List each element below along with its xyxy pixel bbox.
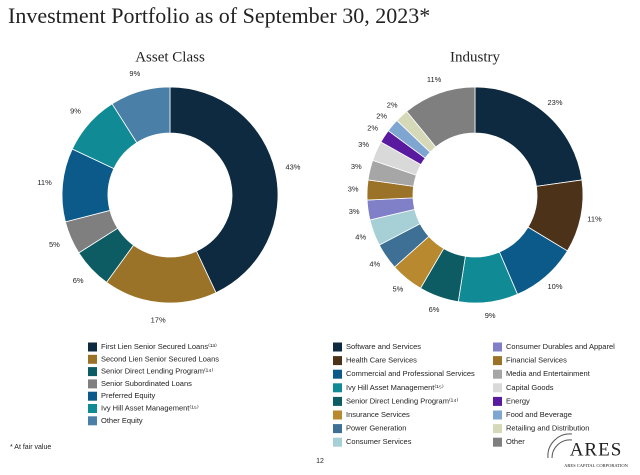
- data-label: 3%: [358, 140, 369, 149]
- legend-label: Senior Direct Lending Program⁽¹⁴⁾: [101, 367, 214, 376]
- data-label: 11%: [587, 214, 602, 223]
- data-label: 5%: [49, 240, 60, 249]
- legend-label: Ivy Hill Asset Management⁽¹⁵⁾: [346, 383, 444, 392]
- legend-label: Consumer Services: [346, 437, 412, 446]
- legend-swatch: [493, 437, 502, 447]
- data-label: 6%: [73, 276, 84, 285]
- data-label: 9%: [70, 107, 81, 116]
- data-label: 6%: [429, 305, 440, 314]
- donut-segment: [406, 86, 476, 148]
- legend-swatch: [88, 354, 97, 364]
- legend-swatch: [493, 383, 502, 393]
- legend-label: Preferred Equity: [101, 391, 155, 400]
- legend-swatch: [333, 410, 342, 420]
- donut-segment: [474, 86, 583, 187]
- legend-swatch: [333, 383, 342, 393]
- legend-label: Second Lien Senior Secured Loans: [101, 354, 219, 363]
- legend-label: Consumer Durables and Apparel: [506, 342, 615, 351]
- data-label: 9%: [485, 311, 496, 320]
- legend-swatch: [493, 342, 502, 352]
- legend-label: Insurance Services: [346, 410, 410, 419]
- legend-label: Financial Services: [506, 356, 567, 365]
- page-number: 12: [316, 458, 324, 465]
- legend-swatch: [88, 342, 97, 352]
- legend-label: Other: [506, 437, 525, 446]
- legend-swatch: [493, 424, 502, 434]
- legend-swatch: [333, 424, 342, 434]
- data-label: 2%: [376, 111, 387, 120]
- legend-swatch: [333, 396, 342, 406]
- chart-title: Industry: [450, 49, 500, 65]
- legend-label: Other Equity: [101, 416, 143, 425]
- legend-label: Senior Subordinated Loans: [101, 379, 192, 388]
- legend-label: Media and Entertainment: [506, 369, 591, 378]
- legend-swatch: [493, 410, 502, 420]
- data-label: 43%: [285, 162, 300, 171]
- logo-arc: [551, 439, 573, 459]
- data-label: 3%: [348, 184, 359, 193]
- data-label: 17%: [151, 315, 166, 324]
- legend-label: Capital Goods: [506, 383, 554, 392]
- data-label: 4%: [355, 233, 366, 242]
- legend-label: Retailing and Distribution: [506, 424, 589, 433]
- legend-label: First Lien Senior Secured Loans⁽¹³⁾: [101, 342, 217, 351]
- donut-segment: [169, 86, 279, 294]
- legend-swatch: [88, 379, 97, 389]
- legend-swatch: [88, 404, 97, 413]
- legend-label: Power Generation: [346, 424, 406, 433]
- legend-swatch: [493, 356, 502, 366]
- data-label: 2%: [387, 100, 398, 109]
- legend-label: Senior Direct Lending Program⁽¹⁴⁾: [346, 396, 459, 405]
- data-label: 11%: [427, 75, 442, 84]
- donut-segment: [111, 86, 171, 144]
- logo-tagline: ARES CAPITAL CORPORATION: [564, 463, 628, 468]
- legend-swatch: [493, 396, 502, 406]
- legend-swatch: [88, 416, 97, 426]
- legend-swatch: [333, 356, 342, 366]
- data-label: 23%: [548, 98, 563, 107]
- slide-title: Investment Portfolio as of September 30,…: [8, 3, 430, 28]
- logo-arc: [547, 433, 573, 459]
- footnote: * At fair value: [10, 444, 51, 451]
- legend-label: Ivy Hill Asset Management⁽¹⁵⁾: [101, 403, 199, 412]
- legend-label: Food and Beverage: [506, 410, 572, 419]
- data-label: 2%: [367, 124, 378, 133]
- legend-label: Software and Services: [346, 342, 421, 351]
- legend-swatch: [88, 391, 97, 401]
- data-label: 11%: [37, 178, 52, 187]
- chart-title: Asset Class: [135, 49, 205, 65]
- data-label: 3%: [349, 207, 360, 216]
- legend-label: Energy: [506, 396, 530, 405]
- legend-label: Health Care Services: [346, 356, 417, 365]
- legend-swatch: [333, 437, 342, 447]
- data-label: 9%: [129, 69, 140, 78]
- data-label: 5%: [392, 285, 403, 294]
- legend-swatch: [493, 369, 502, 379]
- logo: ARES ARES CAPITAL CORPORATION: [547, 433, 629, 468]
- data-label: 4%: [369, 260, 380, 269]
- data-label: 3%: [351, 162, 362, 171]
- legend-swatch: [88, 367, 97, 377]
- legend-label: Commercial and Professional Services: [346, 369, 475, 378]
- logo-name: ARES: [570, 439, 623, 460]
- legend-swatch: [333, 342, 342, 352]
- legend-swatch: [333, 369, 342, 379]
- data-label: 10%: [548, 282, 563, 291]
